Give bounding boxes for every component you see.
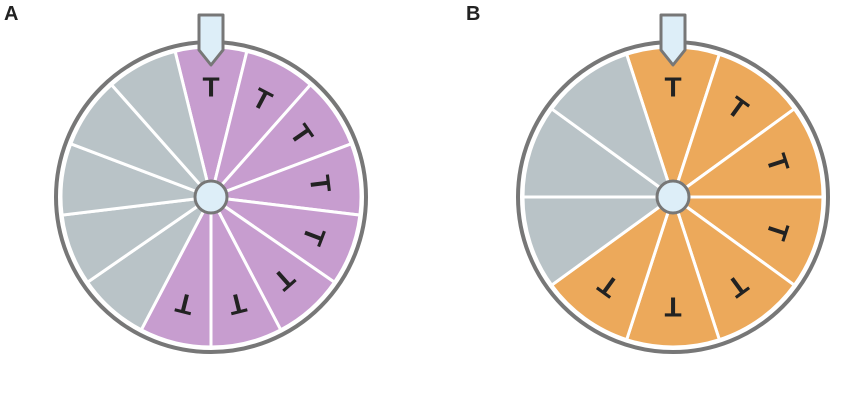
hub xyxy=(655,179,691,215)
segment-label: T xyxy=(304,173,337,194)
panel-label: B xyxy=(466,3,480,25)
segment xyxy=(668,195,825,288)
pointer xyxy=(659,13,687,67)
segment xyxy=(670,193,797,342)
segment-label: T xyxy=(664,292,681,323)
pointer xyxy=(197,13,225,67)
segment xyxy=(521,106,678,199)
segment xyxy=(668,106,825,199)
segment xyxy=(624,192,722,349)
segment xyxy=(670,52,797,201)
segment xyxy=(109,49,213,198)
segment xyxy=(549,52,676,201)
segment-label: T xyxy=(664,72,681,103)
segment xyxy=(521,195,678,288)
segment-label: T xyxy=(202,72,219,103)
panel-label: A xyxy=(4,3,18,25)
segment xyxy=(549,193,676,342)
hub xyxy=(193,179,229,215)
